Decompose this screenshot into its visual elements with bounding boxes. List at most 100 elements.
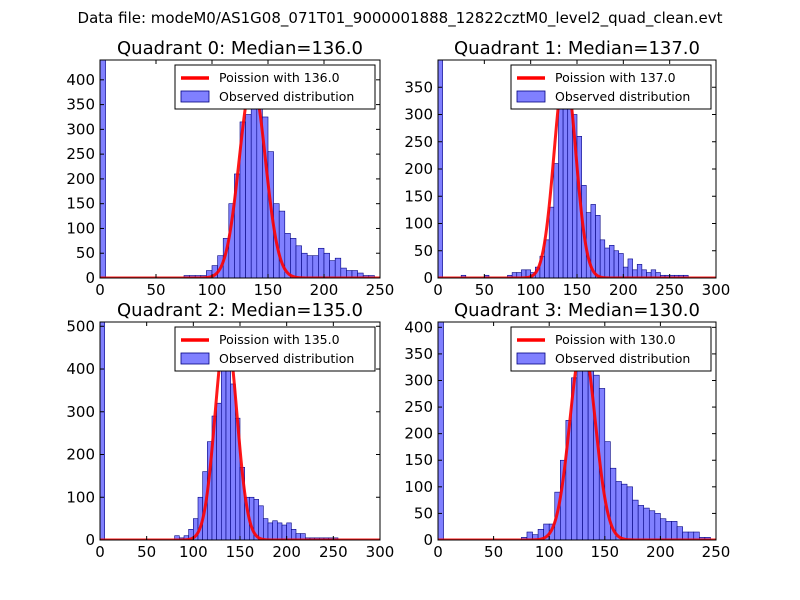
x-tick-label: 50 xyxy=(146,281,165,299)
histogram-bar xyxy=(604,247,610,278)
y-tick-label: 100 xyxy=(404,478,433,496)
legend-bar-swatch xyxy=(180,352,210,365)
legend-line-label: Poission with 135.0 xyxy=(219,332,340,347)
histogram-bar xyxy=(100,60,106,278)
histogram-bar xyxy=(576,348,583,540)
histogram-bar xyxy=(665,521,672,540)
quadrant-3-panel: 0 50 100 150 200 250 0 50 100 150 200 250 300 350 400 Q… xyxy=(404,300,730,561)
histogram-bar xyxy=(230,383,236,540)
histogram-bar xyxy=(693,531,700,540)
histogram-bar xyxy=(263,518,269,540)
y-tick-label: 400 xyxy=(66,360,95,378)
histogram-bar xyxy=(654,513,661,540)
y-tick-label: 100 xyxy=(66,219,95,237)
panel-title: Quadrant 0: Median=136.0 xyxy=(117,38,363,59)
histogram-bar xyxy=(250,94,258,278)
x-tick-label: 0 xyxy=(95,543,105,561)
histogram-bar xyxy=(281,524,287,540)
histogram-bar xyxy=(643,507,650,540)
y-tick-label: 100 xyxy=(66,488,95,506)
poisson-curve xyxy=(100,329,380,540)
histogram-bar xyxy=(660,518,667,540)
y-tick-label: 300 xyxy=(404,106,433,124)
x-tick-label: 100 xyxy=(516,281,545,299)
y-tick-label: 150 xyxy=(404,187,433,205)
histogram-bar xyxy=(225,364,231,540)
histogram-bar xyxy=(286,522,292,540)
histogram-bar xyxy=(604,441,611,540)
x-tick-label: 100 xyxy=(179,543,208,561)
legend-bar-label: Observed distribution xyxy=(219,89,354,104)
quadrant-0-panel: 0 50 100 150 200 250 0 50 100 150 200 250 300 350 400 Q… xyxy=(66,38,394,299)
histogram-bar xyxy=(100,322,105,540)
y-tick-label: 200 xyxy=(404,425,433,443)
legend-bar-label: Observed distribution xyxy=(555,351,690,366)
y-tick-label: 300 xyxy=(66,120,95,138)
y-tick-label: 50 xyxy=(76,244,95,262)
x-tick-label: 150 xyxy=(590,543,619,561)
histogram-bar xyxy=(609,245,615,278)
y-tick-label: 200 xyxy=(66,170,95,188)
y-tick-label: 150 xyxy=(404,451,433,469)
legend-bar-label: Observed distribution xyxy=(219,351,354,366)
x-tick-label: 0 xyxy=(433,543,443,561)
histogram-bar xyxy=(291,529,297,540)
x-tick-label: 200 xyxy=(272,543,301,561)
histogram-bar xyxy=(632,499,639,540)
histogram-bar xyxy=(676,526,683,540)
y-tick-label: 0 xyxy=(423,531,433,549)
plot-area xyxy=(438,60,716,278)
y-tick-label: 50 xyxy=(414,242,433,260)
legend-bar-label: Observed distribution xyxy=(555,89,690,104)
histogram-bar xyxy=(553,163,559,278)
x-tick-label: 100 xyxy=(198,281,227,299)
y-tick-label: 250 xyxy=(66,145,95,163)
x-tick-label: 200 xyxy=(310,281,339,299)
histogram-bar xyxy=(301,252,308,278)
y-tick-label: 300 xyxy=(66,403,95,421)
histogram-bar xyxy=(258,505,264,540)
histogram-bar xyxy=(623,266,629,278)
x-tick-label: 250 xyxy=(366,281,395,299)
x-tick-label: 150 xyxy=(226,543,255,561)
histogram-bar xyxy=(318,247,325,278)
legend-line-label: Poission with 136.0 xyxy=(219,70,340,85)
histogram-bar xyxy=(558,84,564,278)
axes-frame xyxy=(437,321,717,541)
figure-title: Data file: modeM0/AS1G08_071T01_90000018… xyxy=(78,9,723,28)
y-tick-label: 400 xyxy=(66,71,95,89)
histogram-bar xyxy=(290,238,297,278)
x-tick-label: 300 xyxy=(366,543,395,561)
histogram-bar xyxy=(615,481,622,540)
poisson-curve xyxy=(100,80,380,278)
legend: Poission with 136.0 Observed distribution xyxy=(174,64,376,110)
x-tick-label: 250 xyxy=(319,543,348,561)
histogram-bar xyxy=(599,239,606,278)
histogram-bar xyxy=(323,252,330,278)
y-tick-label: 200 xyxy=(66,446,95,464)
x-tick-label: 0 xyxy=(433,281,443,299)
histogram-bar xyxy=(582,342,589,540)
legend-bar-swatch xyxy=(516,90,546,103)
histogram-bar xyxy=(438,322,444,540)
histogram-bar xyxy=(221,368,227,540)
x-tick-label: 250 xyxy=(655,281,684,299)
histogram-bar xyxy=(295,245,302,278)
y-tick-label: 0 xyxy=(85,269,95,287)
x-tick-label: 100 xyxy=(535,543,564,561)
y-tick-label: 50 xyxy=(414,504,433,522)
legend: Poission with 135.0 Observed distribution xyxy=(174,326,376,372)
legend-bar-swatch xyxy=(516,352,546,365)
histogram-bar xyxy=(562,81,569,278)
histogram-bar xyxy=(277,522,283,540)
y-tick-label: 0 xyxy=(423,269,433,287)
y-tick-label: 500 xyxy=(66,317,95,335)
histogram-bar xyxy=(216,402,222,540)
histogram-bar xyxy=(621,483,628,540)
legend-bar-swatch xyxy=(180,90,210,103)
histogram-bar xyxy=(637,505,645,540)
histogram-bar xyxy=(548,206,555,278)
y-tick-label: 350 xyxy=(66,96,95,114)
histogram-bar xyxy=(329,260,336,278)
